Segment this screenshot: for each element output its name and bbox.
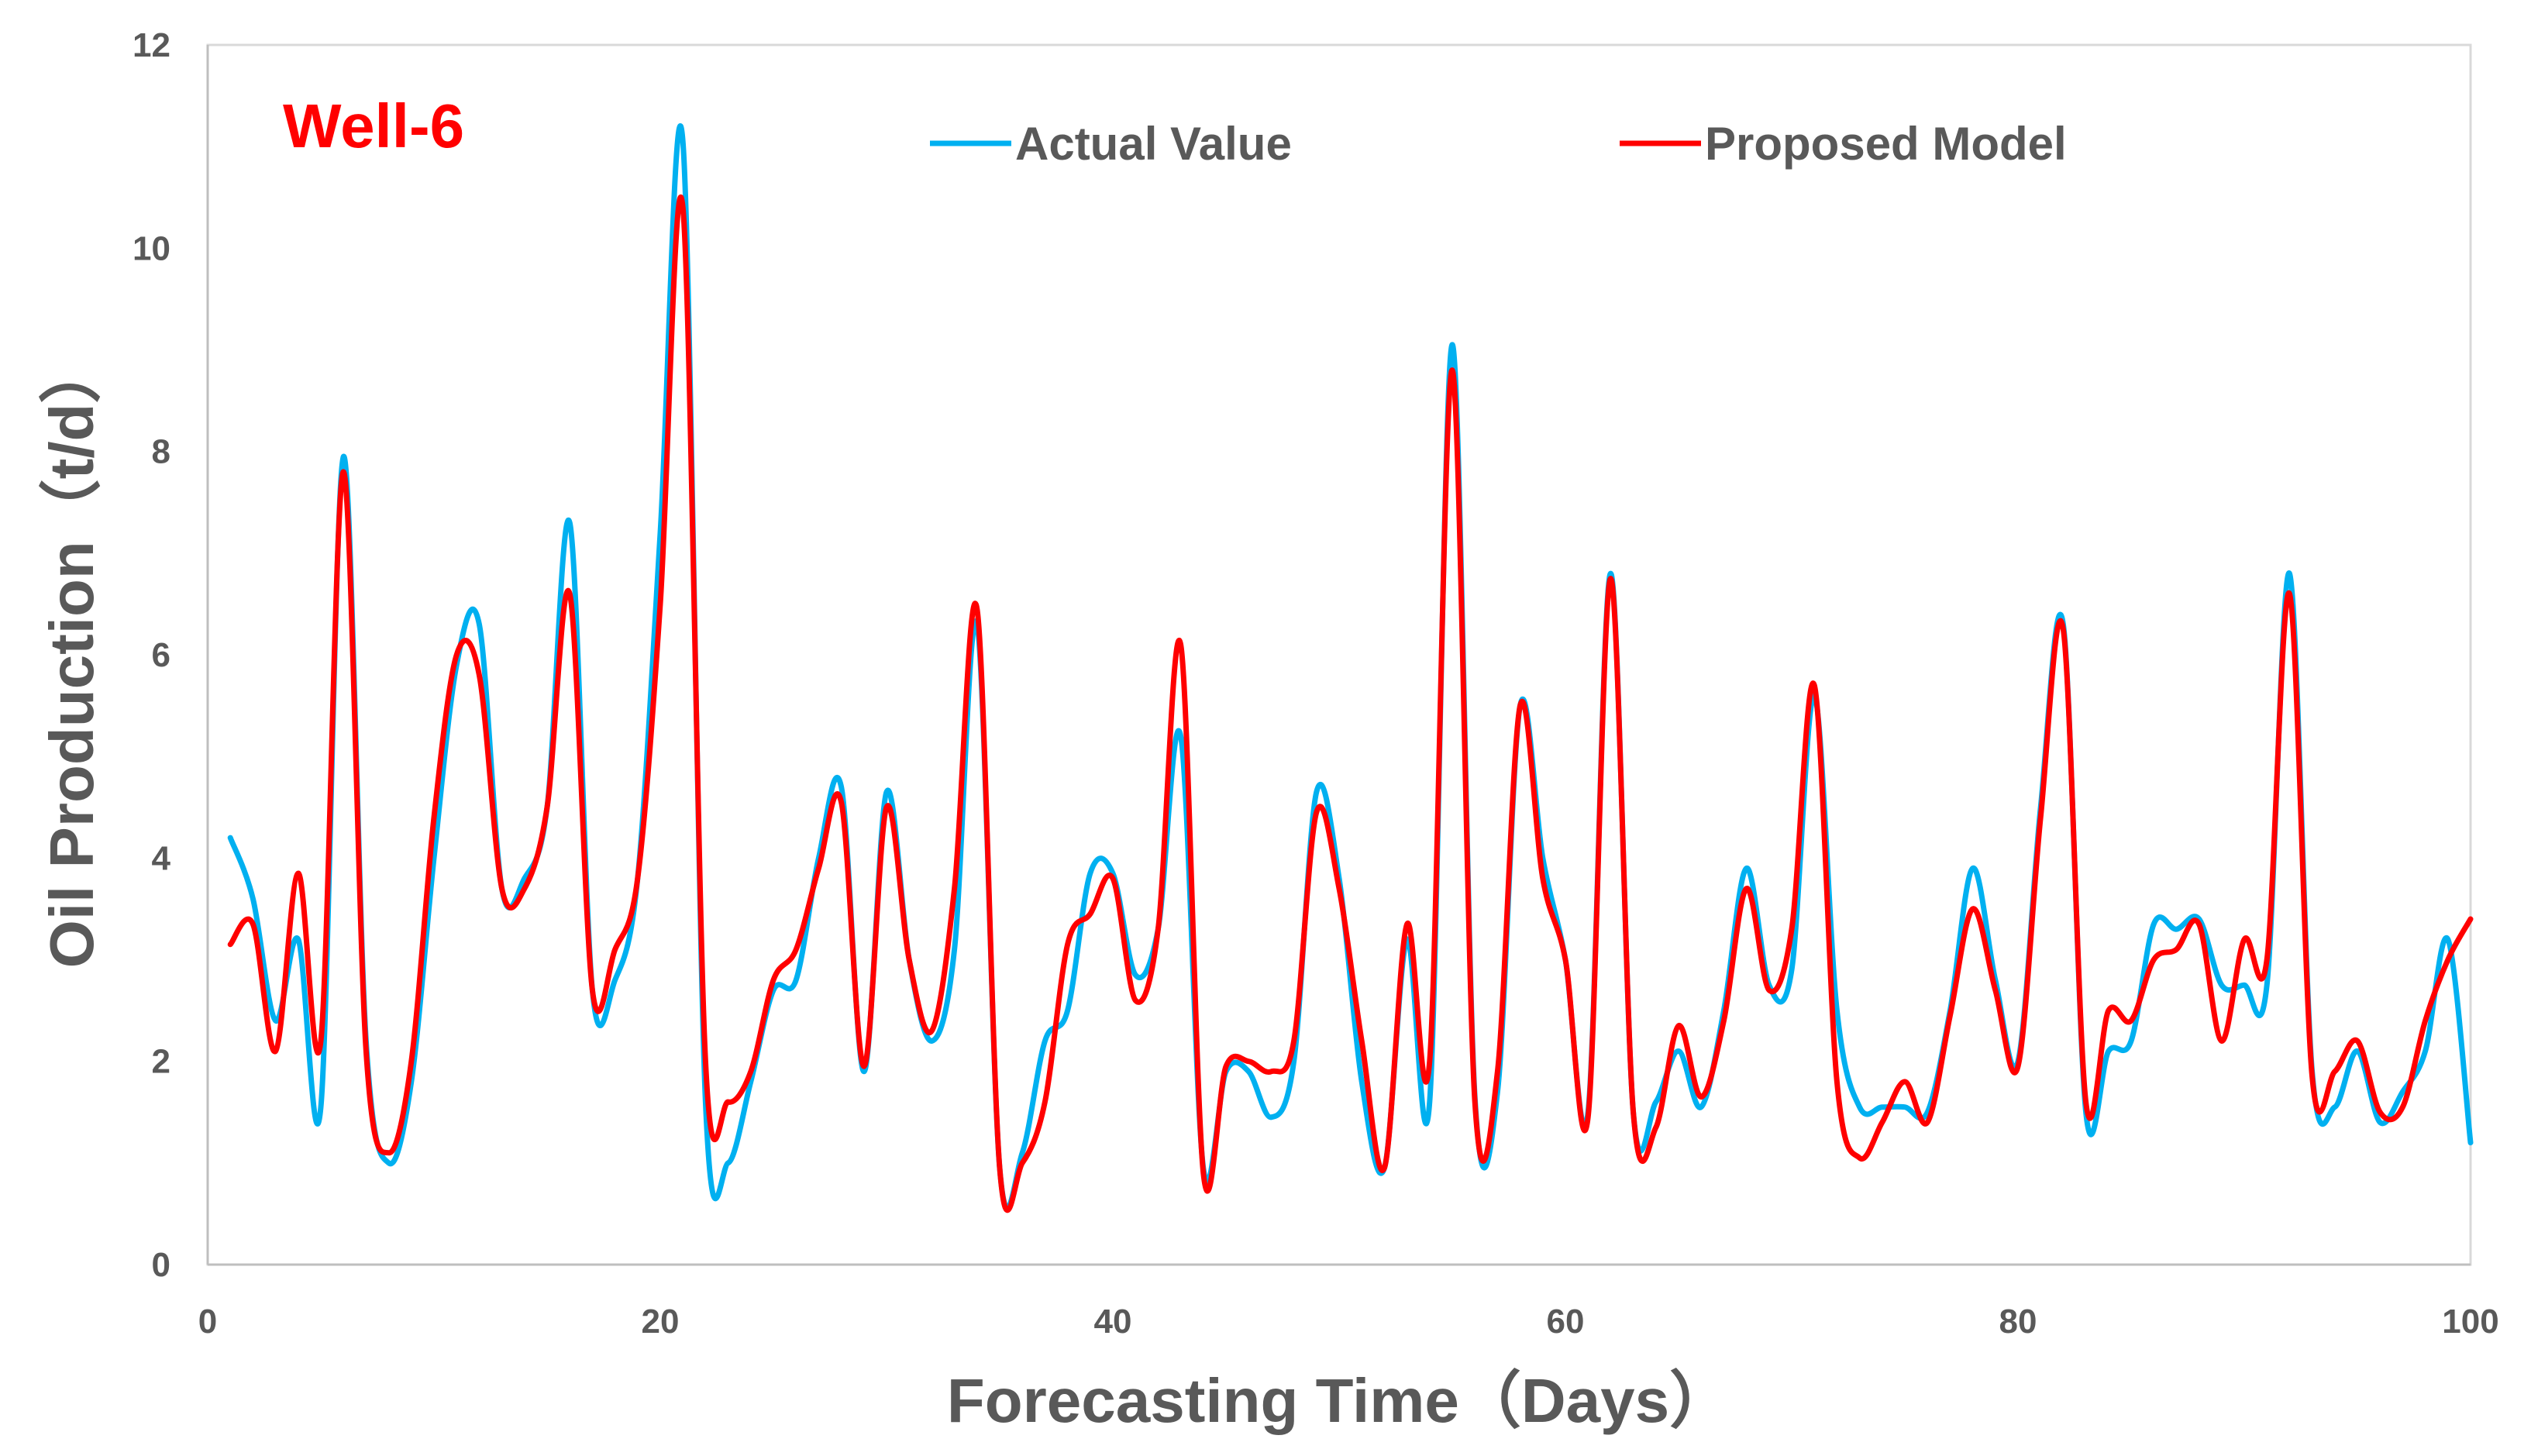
y-tick-label: 4 — [152, 839, 171, 877]
series-line-proposed-model — [227, 194, 2474, 1213]
y-tick-label: 6 — [152, 636, 170, 674]
plot-frame — [206, 43, 2472, 1266]
y-tick-label: 2 — [152, 1043, 170, 1081]
series-line-actual-value — [227, 123, 2474, 1211]
x-tick-label: 40 — [1094, 1303, 1132, 1341]
x-axis-title: Forecasting Time（Days） — [947, 1366, 1731, 1435]
legend-label-proposed-model: Proposed Model — [1705, 118, 2067, 170]
y-axis-title: Oil Production（t/d） — [37, 342, 106, 969]
y-tick-label: 8 — [152, 433, 170, 471]
x-tick-label: 20 — [642, 1303, 680, 1341]
series-layer — [227, 123, 2474, 1213]
legend-label-actual-value: Actual Value — [1015, 118, 1292, 170]
y-tick-labels: 0 2 4 6 8 10 12 — [133, 26, 170, 1284]
x-tick-label: 80 — [1999, 1303, 2037, 1341]
well-annotation: Well-6 — [283, 91, 464, 160]
x-tick-label: 60 — [1547, 1303, 1585, 1341]
y-tick-label: 10 — [133, 229, 170, 267]
x-tick-label: 0 — [198, 1303, 217, 1341]
y-tick-label: 12 — [133, 26, 170, 64]
x-tick-labels: 0 20 40 60 80 100 — [198, 1303, 2499, 1341]
x-tick-label: 100 — [2442, 1303, 2498, 1341]
legend: Actual Value Proposed Model — [930, 118, 2067, 170]
y-tick-label: 0 — [152, 1246, 170, 1284]
